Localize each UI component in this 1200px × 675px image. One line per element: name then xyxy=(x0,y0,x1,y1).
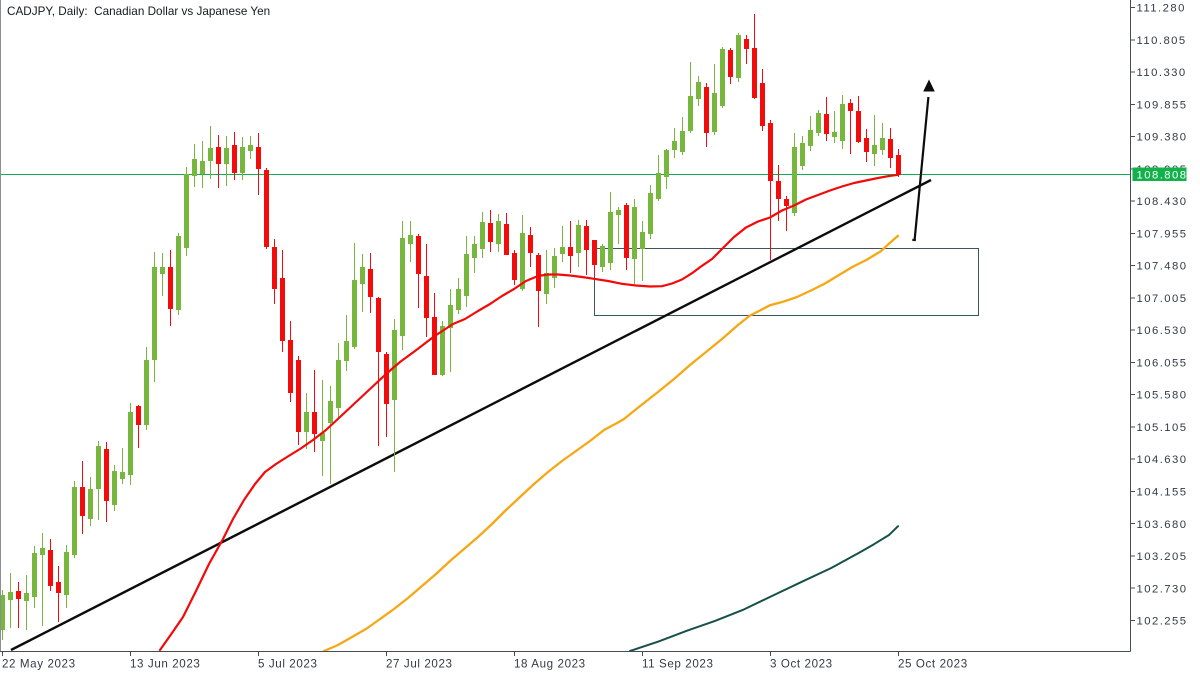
svg-text:109.855: 109.855 xyxy=(1137,99,1188,111)
svg-text:110.330: 110.330 xyxy=(1137,67,1187,79)
svg-text:104.630: 104.630 xyxy=(1137,454,1188,466)
svg-text:106.530: 106.530 xyxy=(1137,325,1188,337)
svg-text:11 Sep 2023: 11 Sep 2023 xyxy=(642,658,714,671)
svg-text:109.380: 109.380 xyxy=(1137,132,1188,144)
svg-text:27 Jul 2023: 27 Jul 2023 xyxy=(386,658,453,671)
svg-text:13 Jun 2023: 13 Jun 2023 xyxy=(130,658,200,671)
svg-text:CADJPY, Daily: Canadian Dolla: CADJPY, Daily: Canadian Dollar vs Japane… xyxy=(7,5,270,18)
svg-text:110.805: 110.805 xyxy=(1137,35,1187,47)
svg-text:106.055: 106.055 xyxy=(1137,358,1188,370)
svg-text:103.205: 103.205 xyxy=(1137,551,1188,563)
svg-text:5 Jul 2023: 5 Jul 2023 xyxy=(258,658,318,671)
svg-text:105.580: 105.580 xyxy=(1137,390,1188,402)
svg-text:107.955: 107.955 xyxy=(1137,228,1188,240)
svg-text:103.680: 103.680 xyxy=(1137,519,1188,531)
svg-text:107.480: 107.480 xyxy=(1137,261,1188,273)
svg-text:102.730: 102.730 xyxy=(1137,583,1188,595)
svg-text:102.255: 102.255 xyxy=(1137,616,1188,628)
svg-text:3 Oct 2023: 3 Oct 2023 xyxy=(770,658,833,671)
svg-text:111.280: 111.280 xyxy=(1137,3,1186,15)
svg-text:25 Oct 2023: 25 Oct 2023 xyxy=(898,658,968,671)
svg-text:108.430: 108.430 xyxy=(1137,196,1188,208)
svg-text:105.105: 105.105 xyxy=(1137,422,1188,434)
svg-text:104.155: 104.155 xyxy=(1137,487,1188,499)
svg-text:107.005: 107.005 xyxy=(1137,293,1188,305)
svg-text:108.808: 108.808 xyxy=(1137,169,1188,181)
svg-text:18 Aug 2023: 18 Aug 2023 xyxy=(514,658,586,671)
svg-text:22 May 2023: 22 May 2023 xyxy=(2,658,76,671)
